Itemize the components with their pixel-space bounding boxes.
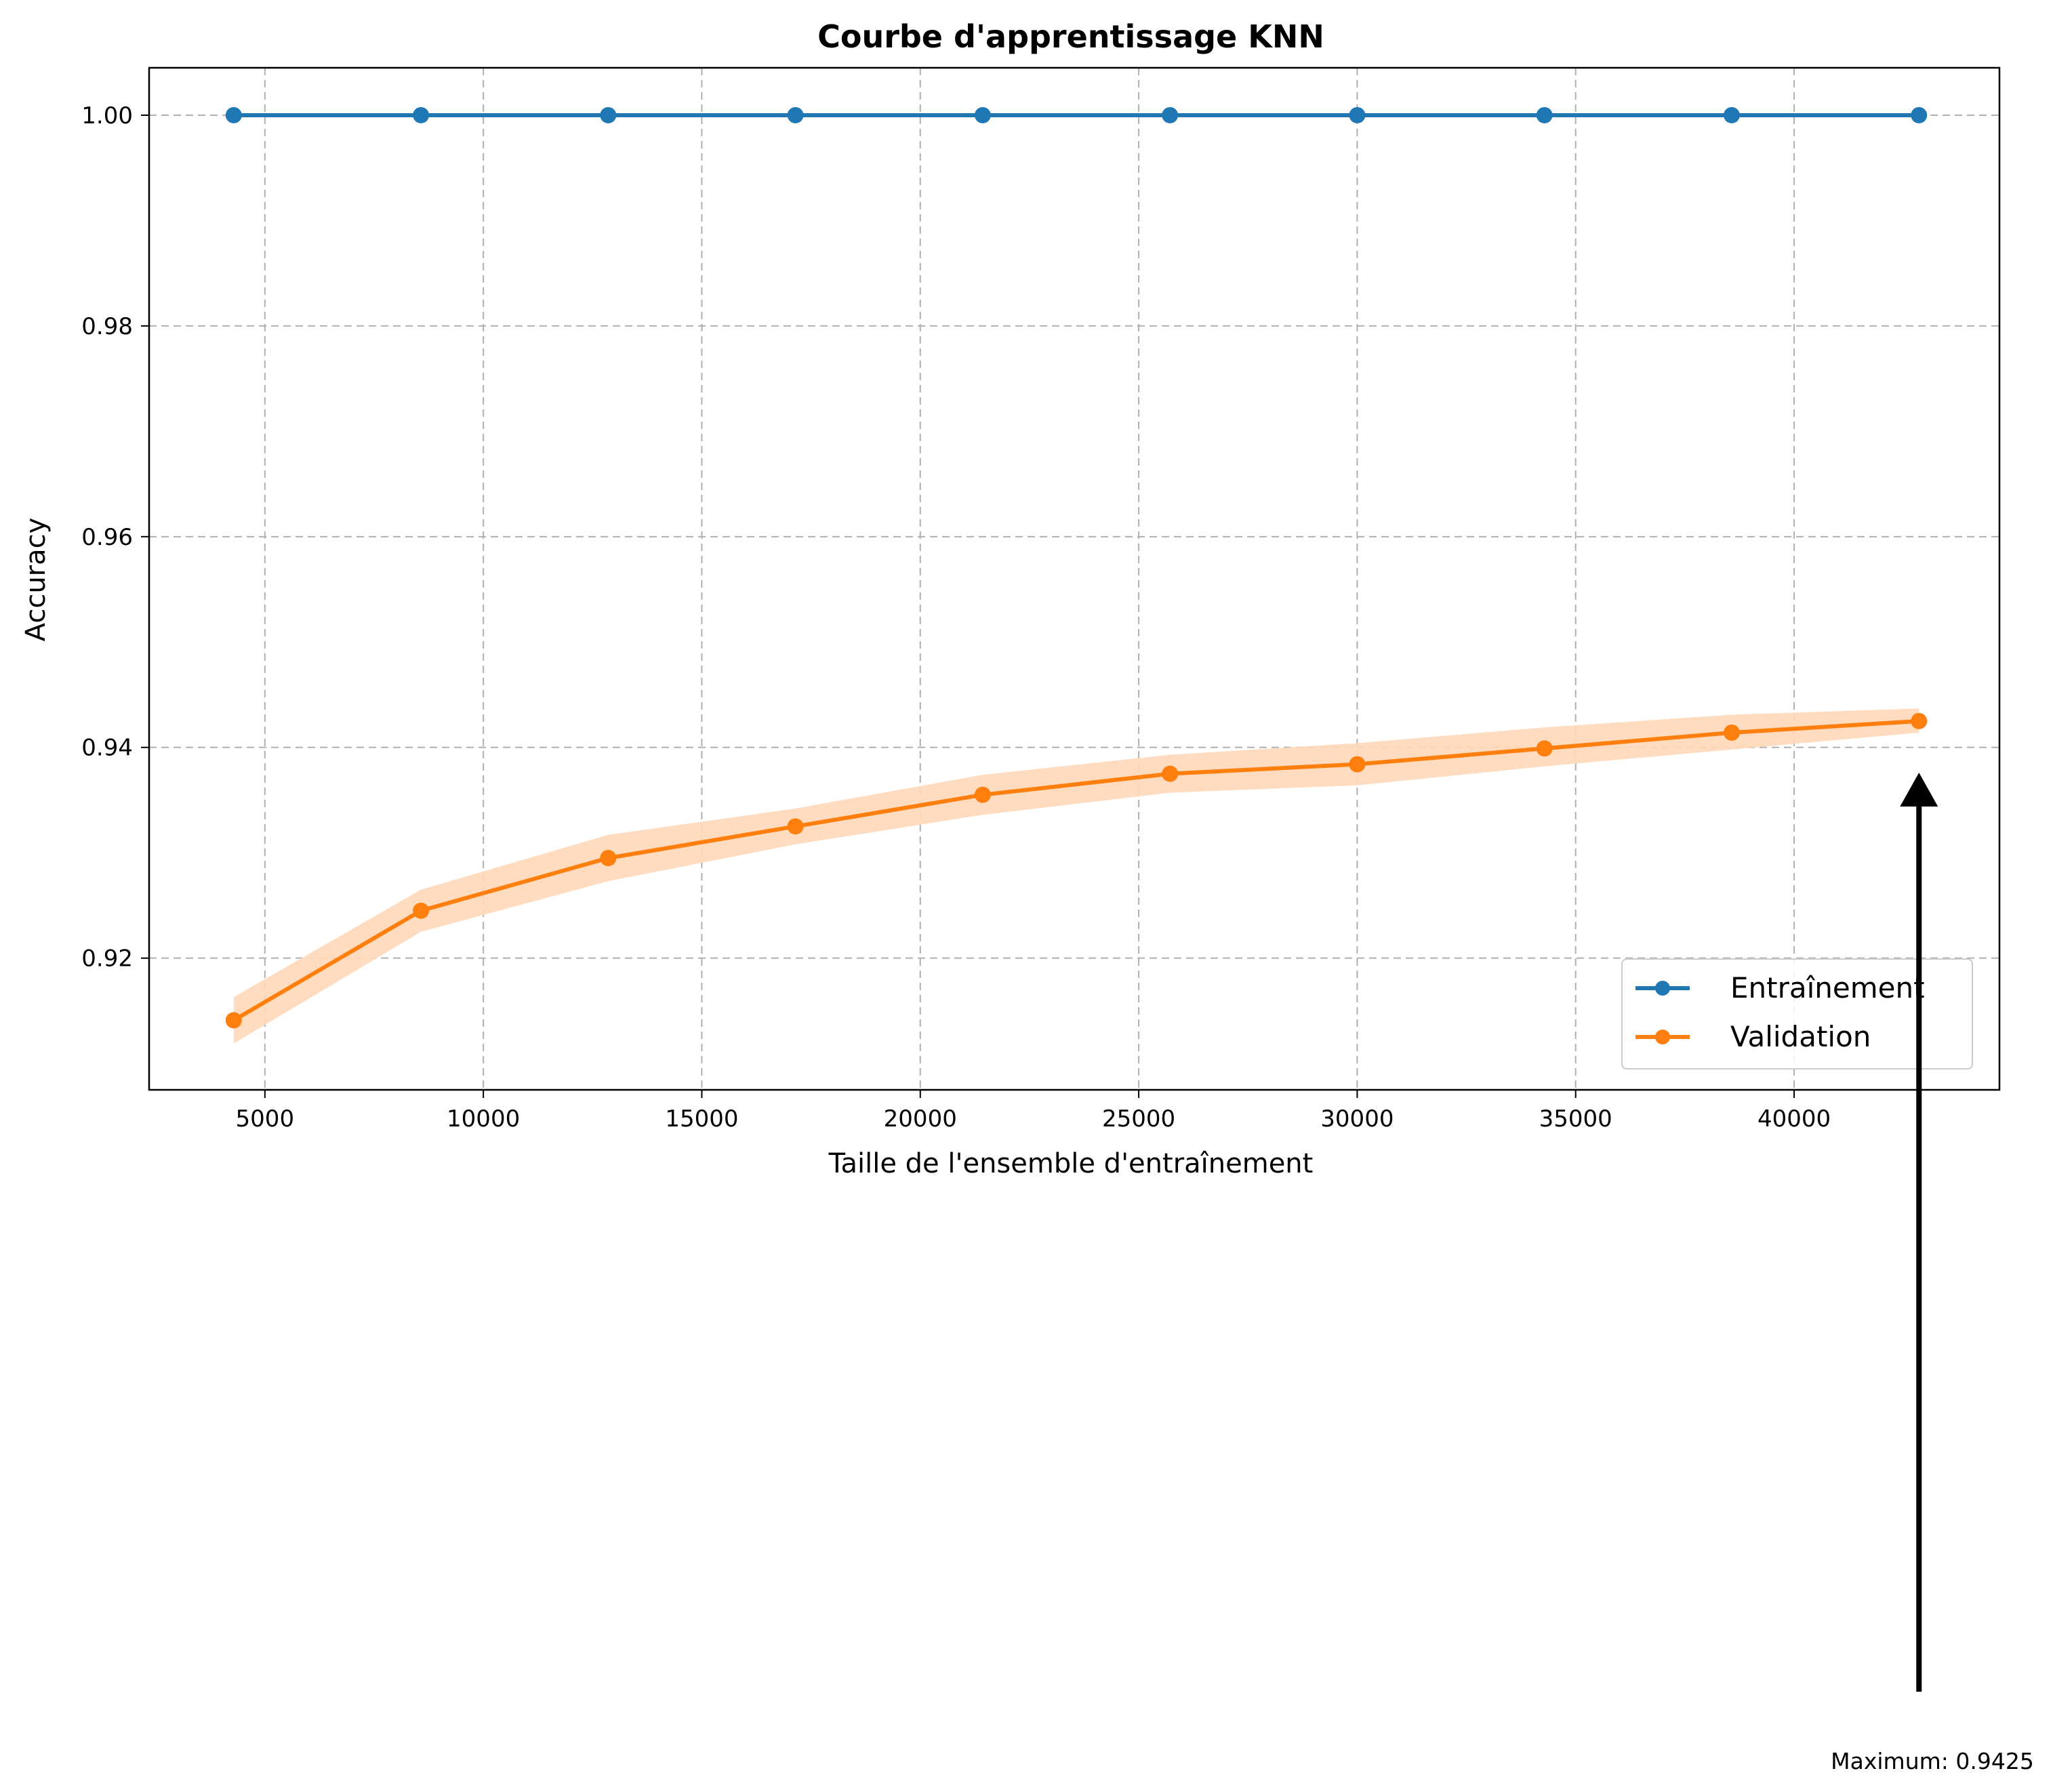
point-validation [225,1012,242,1029]
legend-marker-validation [1655,1030,1670,1044]
annotation-arrow-head [1900,773,1938,807]
y-axis-label: Accuracy [20,518,52,642]
x-axis-label: Taille de l'ensemble d'entraînement [828,1148,1314,1179]
axis-ticks: 5000 10000 15000 20000 25000 30000 35000 40000 0… [81,102,1831,1133]
point-validation [413,902,430,919]
point-entrai-nement [1162,106,1179,123]
point-entrai-nement [225,106,242,123]
x-tick-label: 40000 [1757,1105,1831,1133]
max-annotation: Maximum: 0.9425 [1831,773,2034,1774]
point-entrai-nement [1536,106,1553,123]
x-tick-label: 20000 [884,1105,957,1133]
plot-frame [148,66,2001,1091]
line-validation [232,718,1919,1022]
y-tick-label: 0.96 [81,524,133,551]
point-validation [600,849,617,866]
point-entrai-nement [413,106,430,123]
point-entrai-nement [1723,106,1740,123]
chart-title: Courbe d'apprentissage KNN [817,18,1324,55]
x-tick-label: 10000 [447,1105,520,1133]
point-entrai-nement [1349,106,1366,123]
point-validation [1723,724,1740,741]
annotation-label: Maximum: 0.9425 [1831,1748,2034,1774]
point-validation [1162,765,1179,782]
x-tick-label: 25000 [1102,1105,1175,1133]
legend-label-entrainement: Entraînement [1730,971,1925,1004]
point-entrai-nement [1911,106,1928,123]
y-tick-label: 0.98 [81,313,133,340]
x-tick-label: 30000 [1320,1105,1394,1133]
legend-marker-entrainement [1655,981,1670,996]
point-entrai-nement [787,106,804,123]
confidence-bands [233,708,1919,1044]
point-entrai-nement [600,106,617,123]
legend-label-validation: Validation [1730,1020,1871,1053]
x-tick-label: 35000 [1539,1105,1612,1133]
legend-box [1621,958,1973,1070]
y-tick-label: 1.00 [81,102,133,129]
series-lines [232,113,1919,1022]
x-tick-label: 5000 [236,1105,295,1133]
band-validation [233,708,1919,1044]
chart-legend: Entraînement Validation [1621,958,1973,1070]
point-entrai-nement [974,106,991,123]
x-tick-label: 15000 [665,1105,738,1133]
point-validation [1911,712,1928,729]
point-validation [787,818,804,835]
point-validation [974,786,991,803]
point-validation [1349,756,1366,773]
y-tick-label: 0.92 [81,945,133,973]
point-validation [1536,740,1553,757]
y-tick-label: 0.94 [81,735,133,762]
series-markers [225,106,1928,1029]
